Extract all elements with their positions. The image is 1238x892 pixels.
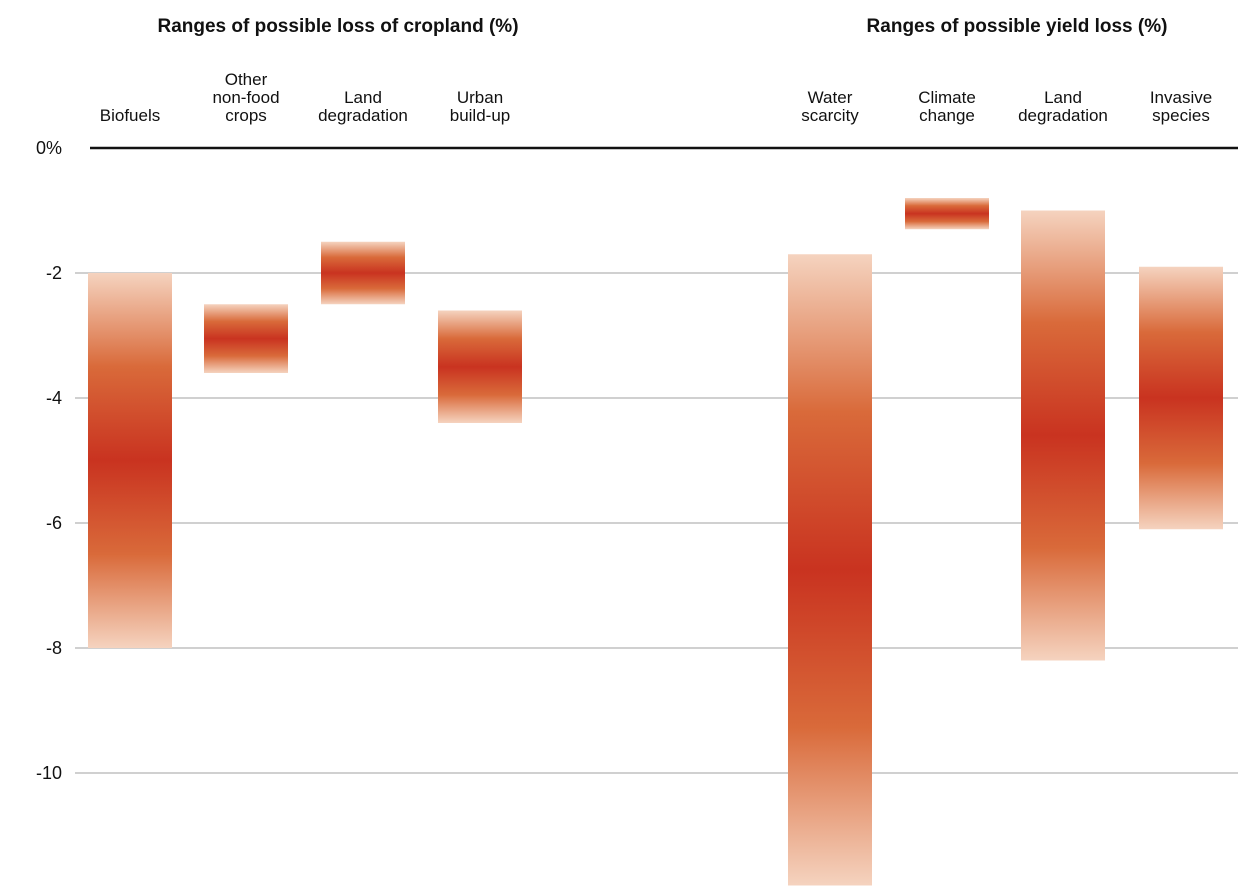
category-label: degradation — [1018, 106, 1108, 125]
category-label: Climate — [918, 88, 976, 107]
category-label: Land — [344, 88, 382, 107]
y-tick-label: -4 — [46, 388, 62, 408]
category-label: build-up — [450, 106, 511, 125]
range-bar — [905, 198, 989, 230]
category-label: scarcity — [801, 106, 859, 125]
range-bar — [88, 273, 172, 648]
y-tick-label: -10 — [36, 763, 62, 783]
range-bars — [88, 198, 1223, 886]
chart-labels: 0% -2 -4 -6 -8 -10 Ranges of possible loss of … — [36, 16, 1212, 783]
category-label: Invasive — [1150, 88, 1212, 107]
y-tick-label: -2 — [46, 263, 62, 283]
range-bar — [438, 310, 522, 423]
category-label: Biofuels — [100, 106, 160, 125]
category-label: change — [919, 106, 975, 125]
panel-title: Ranges of possible yield loss (%) — [867, 16, 1168, 37]
category-label: Land — [1044, 88, 1082, 107]
range-bar — [321, 241, 405, 305]
category-label: degradation — [318, 106, 408, 125]
y-tick-label: 0% — [36, 138, 62, 158]
range-bar — [1021, 210, 1105, 661]
y-tick-label: -8 — [46, 638, 62, 658]
panel-title: Ranges of possible loss of cropland (%) — [157, 16, 518, 37]
range-bar — [204, 304, 288, 373]
gridlines — [75, 146, 1238, 774]
category-label: Other — [225, 70, 268, 89]
category-label: non-food — [212, 88, 279, 107]
y-tick-label: -6 — [46, 513, 62, 533]
category-label: Water — [808, 88, 853, 107]
range-bar — [1139, 266, 1223, 530]
range-bar — [788, 254, 872, 886]
category-label: Urban — [457, 88, 503, 107]
category-label: crops — [225, 106, 267, 125]
category-label: species — [1152, 106, 1210, 125]
